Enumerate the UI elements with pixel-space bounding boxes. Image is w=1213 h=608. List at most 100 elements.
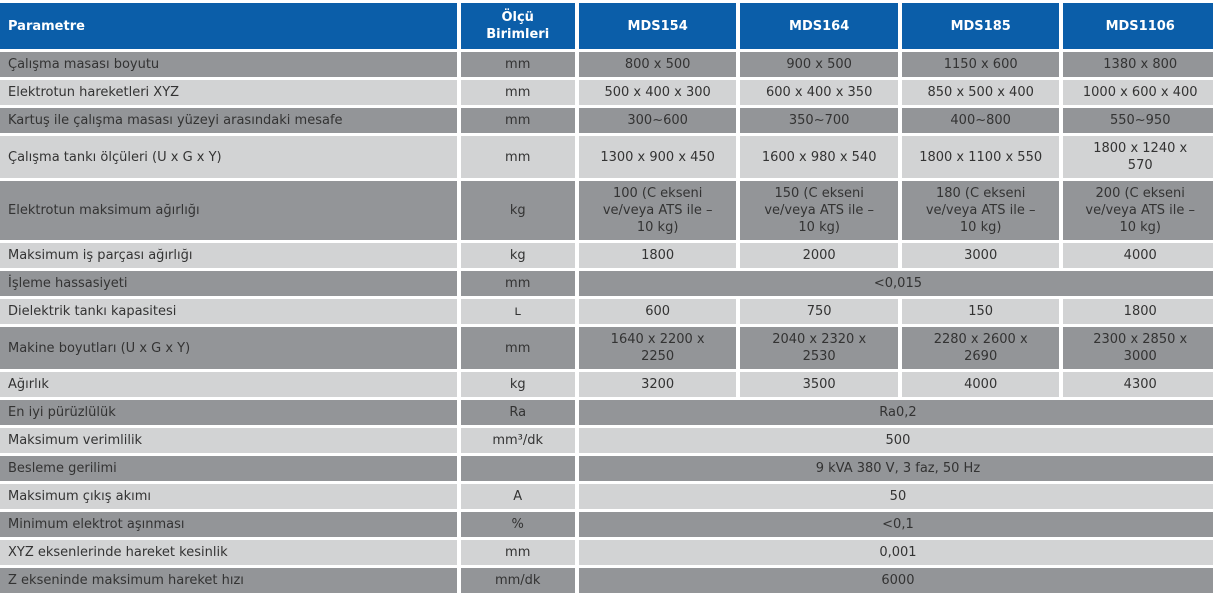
parameter-cell: Çalışma tankı ölçüleri (U x G x Y) bbox=[0, 136, 457, 178]
parameter-cell: En iyi pürüzlülük bbox=[0, 400, 457, 425]
unit-cell: kg bbox=[460, 243, 575, 268]
parameter-cell: Dielektrik tankı kapasitesi bbox=[0, 299, 457, 324]
value-cell: 800 x 500 bbox=[578, 52, 737, 77]
unit-cell: mm³/dk bbox=[460, 428, 575, 453]
value-cell: 4000 bbox=[1063, 243, 1213, 268]
value-cell: 180 (C ekseni ve/veya ATS ile – 10 kg) bbox=[901, 181, 1060, 240]
value-cell: 150 (C ekseni ve/veya ATS ile – 10 kg) bbox=[740, 181, 898, 240]
unit-cell: mm bbox=[460, 136, 575, 178]
parameter-cell: Kartuş ile çalışma masası yüzeyi arasınd… bbox=[0, 108, 457, 133]
unit-cell: mm bbox=[460, 271, 575, 296]
table-row: Maksimum iş parçası ağırlığı kg 1800 2000 30… bbox=[0, 243, 1213, 268]
table-row: Ağırlık kg 3200 3500 4000 4300 bbox=[0, 372, 1213, 397]
parameter-cell: Ağırlık bbox=[0, 372, 457, 397]
parameter-cell: Çalışma masası boyutu bbox=[0, 52, 457, 77]
unit-cell: % bbox=[460, 512, 575, 537]
value-cell: 150 bbox=[901, 299, 1060, 324]
value-cell: 1640 x 2200 x 2250 bbox=[578, 327, 737, 369]
value-cell: 1800 bbox=[1063, 299, 1213, 324]
header-row: Parametre Ölçü Birimleri MDS154 MDS164 M… bbox=[0, 3, 1213, 49]
table-row: Makine boyutları (U x G x Y) mm 1640 x 220… bbox=[0, 327, 1213, 369]
unit-cell: kg bbox=[460, 181, 575, 240]
header-model-mds1106: MDS1106 bbox=[1063, 3, 1213, 49]
value-cell: 2040 x 2320 x 2530 bbox=[740, 327, 898, 369]
parameter-cell: Minimum elektrot aşınması bbox=[0, 512, 457, 537]
unit-cell: mm bbox=[460, 80, 575, 105]
value-cell: 2300 x 2850 x 3000 bbox=[1063, 327, 1213, 369]
parameter-cell: Z ekseninde maksimum hareket hızı bbox=[0, 568, 457, 593]
parameter-cell: Elektrotun maksimum ağırlığı bbox=[0, 181, 457, 240]
unit-cell: ʟ bbox=[460, 299, 575, 324]
table-row: Maksimum çıkış akımı A 50 bbox=[0, 484, 1213, 509]
unit-cell: mm bbox=[460, 540, 575, 565]
value-cell: 1150 x 600 bbox=[901, 52, 1060, 77]
merged-value-cell: 0,001 bbox=[578, 540, 1213, 565]
table-row: Çalışma masası boyutu mm 800 x 500 900 x 50… bbox=[0, 52, 1213, 77]
merged-value-cell: <0,015 bbox=[578, 271, 1213, 296]
value-cell: 4000 bbox=[901, 372, 1060, 397]
value-cell: 350~700 bbox=[740, 108, 898, 133]
value-cell: 100 (C ekseni ve/veya ATS ile – 10 kg) bbox=[578, 181, 737, 240]
value-cell: 200 (C ekseni ve/veya ATS ile – 10 kg) bbox=[1063, 181, 1213, 240]
unit-cell bbox=[460, 456, 575, 481]
value-cell: 3200 bbox=[578, 372, 737, 397]
table-row: Maksimum verimlilik mm³/dk 500 bbox=[0, 428, 1213, 453]
value-cell: 600 bbox=[578, 299, 737, 324]
parameter-cell: Maksimum verimlilik bbox=[0, 428, 457, 453]
value-cell: 600 x 400 x 350 bbox=[740, 80, 898, 105]
merged-value-cell: 500 bbox=[578, 428, 1213, 453]
value-cell: 850 x 500 x 400 bbox=[901, 80, 1060, 105]
value-cell: 750 bbox=[740, 299, 898, 324]
value-cell: 550~950 bbox=[1063, 108, 1213, 133]
value-cell: 1000 x 600 x 400 bbox=[1063, 80, 1213, 105]
merged-value-cell: <0,1 bbox=[578, 512, 1213, 537]
unit-cell: kg bbox=[460, 372, 575, 397]
table-row: Elektrotun maksimum ağırlığı kg 100 (C eks… bbox=[0, 181, 1213, 240]
parameter-cell: Maksimum çıkış akımı bbox=[0, 484, 457, 509]
parameter-cell: Elektrotun hareketleri XYZ bbox=[0, 80, 457, 105]
header-parameter: Parametre bbox=[0, 3, 457, 49]
merged-value-cell: 9 kVA 380 V, 3 faz, 50 Hz bbox=[578, 456, 1213, 481]
table-row: En iyi pürüzlülük Ra Ra0,2 bbox=[0, 400, 1213, 425]
value-cell: 400~800 bbox=[901, 108, 1060, 133]
value-cell: 3000 bbox=[901, 243, 1060, 268]
table-row: Minimum elektrot aşınması% <0,1 bbox=[0, 512, 1213, 537]
parameter-cell: Besleme gerilimi bbox=[0, 456, 457, 481]
merged-value-cell: 50 bbox=[578, 484, 1213, 509]
unit-cell: mm/dk bbox=[460, 568, 575, 593]
value-cell: 2000 bbox=[740, 243, 898, 268]
parameter-cell: Maksimum iş parçası ağırlığı bbox=[0, 243, 457, 268]
table-row: Z ekseninde maksimum hareket hızı mm/dk 60… bbox=[0, 568, 1213, 593]
table-row: Çalışma tankı ölçüleri (U x G x Y) mm 1300… bbox=[0, 136, 1213, 178]
merged-value-cell: Ra0,2 bbox=[578, 400, 1213, 425]
merged-value-cell: 6000 bbox=[578, 568, 1213, 593]
table-row: Besleme gerilimi 9 kVA 380 V, 3 faz, 50 H… bbox=[0, 456, 1213, 481]
table-row: İşleme hassasiyeti mm <0,015 bbox=[0, 271, 1213, 296]
value-cell: 1800 x 1240 x 570 bbox=[1063, 136, 1213, 178]
unit-cell: A bbox=[460, 484, 575, 509]
parameter-cell: Makine boyutları (U x G x Y) bbox=[0, 327, 457, 369]
value-cell: 300~600 bbox=[578, 108, 737, 133]
value-cell: 1300 x 900 x 450 bbox=[578, 136, 737, 178]
value-cell: 1800 bbox=[578, 243, 737, 268]
table-row: Kartuş ile çalışma masası yüzeyi arasınd… bbox=[0, 108, 1213, 133]
header-model-mds185: MDS185 bbox=[901, 3, 1060, 49]
unit-cell: mm bbox=[460, 327, 575, 369]
value-cell: 4300 bbox=[1063, 372, 1213, 397]
parameter-cell: XYZ eksenlerinde hareket kesinlik bbox=[0, 540, 457, 565]
header-unit: Ölçü Birimleri bbox=[460, 3, 575, 49]
value-cell: 1800 x 1100 x 550 bbox=[901, 136, 1060, 178]
table-row: Dielektrik tankı kapasitesi ʟ 600 750 150 180… bbox=[0, 299, 1213, 324]
value-cell: 900 x 500 bbox=[740, 52, 898, 77]
value-cell: 2280 x 2600 x 2690 bbox=[901, 327, 1060, 369]
value-cell: 1600 x 980 x 540 bbox=[740, 136, 898, 178]
header-model-mds164: MDS164 bbox=[740, 3, 898, 49]
unit-cell: mm bbox=[460, 52, 575, 77]
unit-cell: Ra bbox=[460, 400, 575, 425]
table-row: Elektrotun hareketleri XYZ mm 500 x 400 x … bbox=[0, 80, 1213, 105]
unit-cell: mm bbox=[460, 108, 575, 133]
header-model-mds154: MDS154 bbox=[578, 3, 737, 49]
value-cell: 500 x 400 x 300 bbox=[578, 80, 737, 105]
